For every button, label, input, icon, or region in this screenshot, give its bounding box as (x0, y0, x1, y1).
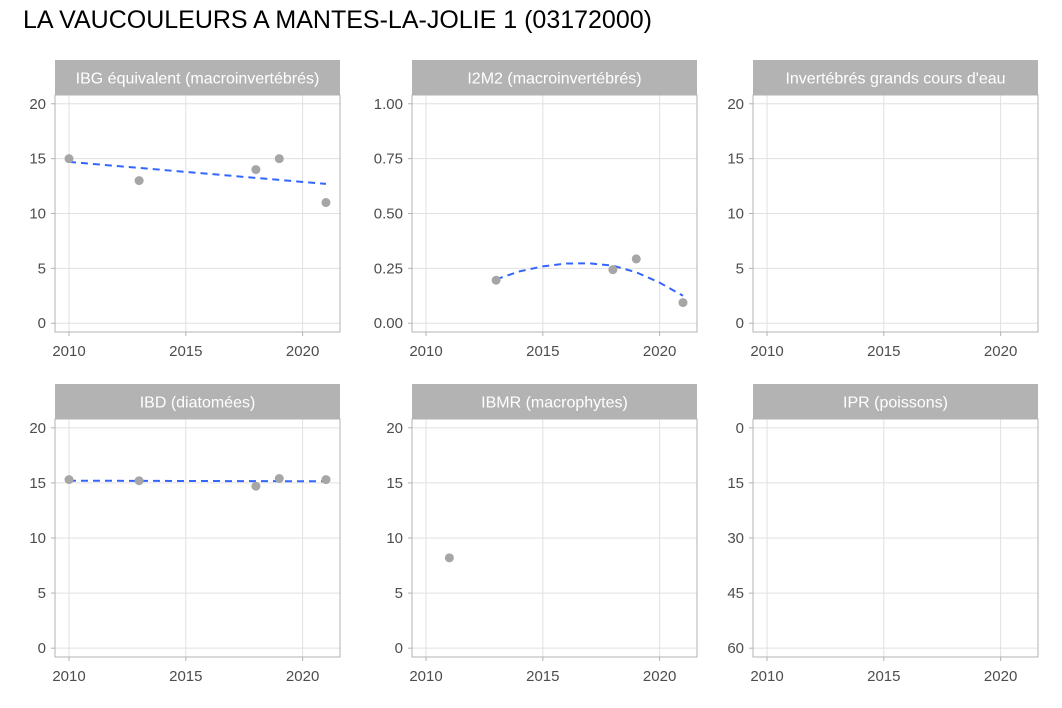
facet-title: IBD (diatomées) (140, 395, 256, 412)
facet-panel-4: IBD (diatomées) 0 5 10 15 20 2010 2015 2020 (29, 384, 341, 685)
trend-line (68, 479, 327, 483)
y-tick-label: 0.75 (374, 151, 403, 168)
y-tick-label: 30 (727, 530, 744, 547)
x-tick-label: 2015 (867, 343, 900, 360)
x-tick-label: 2020 (643, 343, 676, 360)
trend-line (495, 262, 684, 297)
y-tick-label: 0.25 (374, 260, 403, 277)
data-point (64, 475, 74, 485)
data-point (491, 275, 501, 285)
facet-panel-5: IBMR (macrophytes) 0 5 10 15 20 2010 2015 2020 (386, 384, 698, 685)
y-tick-label: 0 (736, 315, 744, 332)
data-point (134, 176, 144, 186)
facet-panel-2: I2M2 (macroinvertébrés) 0.00 0.25 0.50 0.75 1… (374, 60, 698, 360)
y-tick-label: 10 (386, 530, 403, 547)
x-tick-label: 2015 (526, 343, 559, 360)
data-point (251, 165, 261, 175)
y-tick-label: 0 (395, 640, 403, 657)
x-tick-label: 2010 (750, 668, 783, 685)
x-tick-label: 2010 (409, 668, 442, 685)
facet-title: IBG équivalent (macroinvertébrés) (76, 71, 320, 88)
facet-title: IBMR (macrophytes) (481, 395, 628, 412)
data-point (251, 481, 261, 491)
y-tick-label: 10 (29, 206, 46, 223)
y-tick-label: 20 (29, 96, 46, 113)
data-point (444, 553, 454, 563)
x-tick-label: 2020 (643, 668, 676, 685)
facet-title: Invertébrés grands cours d'eau (785, 71, 1005, 88)
x-tick-label: 2020 (286, 668, 319, 685)
page-title: LA VAUCOULEURS A MANTES-LA-JOLIE 1 (0317… (23, 6, 652, 34)
y-tick-label: 5 (38, 260, 46, 277)
x-tick-label: 2010 (52, 668, 85, 685)
data-point (631, 254, 641, 264)
y-tick-label: 0 (736, 420, 744, 437)
data-point (678, 298, 688, 308)
x-tick-label: 2010 (409, 343, 442, 360)
y-tick-label: 5 (38, 585, 46, 602)
facet-panel-1: IBG équivalent (macroinvertébrés) 0 5 10 15 2… (29, 60, 341, 360)
data-point (274, 154, 284, 164)
data-point (64, 154, 74, 164)
facet-strip (55, 60, 340, 95)
x-tick-label: 2015 (526, 668, 559, 685)
x-tick-label: 2010 (750, 343, 783, 360)
facet-title: I2M2 (macroinvertébrés) (467, 71, 641, 88)
facet-strip (412, 384, 697, 419)
y-tick-label: 0 (38, 640, 46, 657)
x-tick-label: 2010 (52, 343, 85, 360)
y-tick-label: 45 (727, 585, 744, 602)
facet-strip (55, 384, 340, 419)
facet-strip (412, 60, 697, 95)
data-point (321, 198, 331, 208)
data-point (321, 475, 331, 485)
y-tick-label: 10 (29, 530, 46, 547)
x-tick-label: 2015 (867, 668, 900, 685)
x-tick-label: 2020 (286, 343, 319, 360)
x-tick-label: 2020 (984, 343, 1017, 360)
facet-panel-3: Invertébrés grands cours d'eau0510152020… (727, 60, 1039, 360)
facet-strip (753, 384, 1038, 419)
facet-strip (753, 60, 1038, 95)
y-tick-label: 15 (727, 151, 744, 168)
x-tick-label: 2015 (169, 668, 202, 685)
y-tick-label: 0 (38, 315, 46, 332)
y-tick-label: 20 (386, 420, 403, 437)
y-tick-label: 0.50 (374, 206, 403, 223)
y-tick-label: 5 (736, 260, 744, 277)
facet-panel-6: IPR (poissons) 0 15 30 45 60 2010 2015 2020 (727, 384, 1039, 685)
y-tick-label: 20 (29, 420, 46, 437)
x-tick-label: 2020 (984, 668, 1017, 685)
data-point (134, 476, 144, 486)
y-tick-label: 15 (29, 151, 46, 168)
x-tick-label: 2015 (169, 343, 202, 360)
y-tick-label: 5 (395, 585, 403, 602)
data-point (608, 265, 618, 275)
y-tick-label: 10 (727, 206, 744, 223)
y-tick-label: 15 (29, 475, 46, 492)
y-tick-label: 1.00 (374, 96, 403, 113)
y-tick-label: 20 (727, 96, 744, 113)
y-tick-label: 15 (386, 475, 403, 492)
trend-line (68, 160, 327, 185)
y-tick-label: 15 (727, 475, 744, 492)
data-point (274, 474, 284, 483)
y-tick-label: 0.00 (374, 315, 403, 332)
facet-title: IPR (poissons) (843, 395, 948, 412)
y-tick-label: 60 (727, 640, 744, 657)
